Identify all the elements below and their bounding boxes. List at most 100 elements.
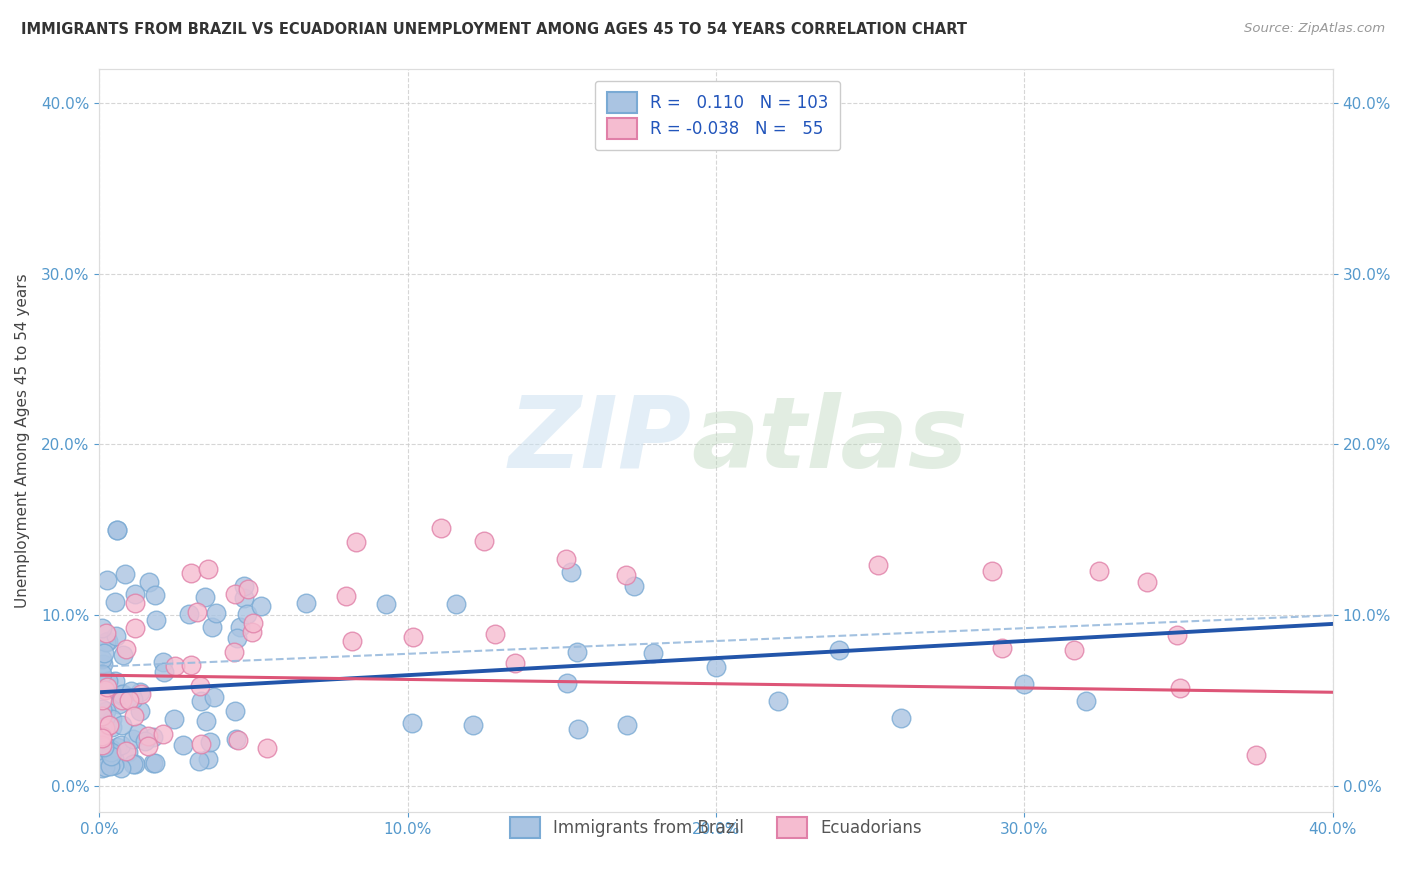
- Point: [1168, 681, 1191, 695]
- Point: [129, 685, 152, 699]
- Point: [97, 673, 120, 688]
- Point: [121, 731, 143, 746]
- Point: [111, 693, 134, 707]
- Point: [93, 657, 115, 671]
- Point: [555, 676, 578, 690]
- Point: [194, 591, 217, 605]
- Point: [142, 756, 165, 771]
- Point: [94, 739, 117, 754]
- Point: [93, 721, 115, 735]
- Point: [93, 747, 115, 761]
- Point: [91, 621, 114, 635]
- Point: [242, 615, 264, 630]
- Text: Source: ZipAtlas.com: Source: ZipAtlas.com: [1244, 22, 1385, 36]
- Point: [96, 574, 118, 588]
- Point: [1166, 627, 1188, 641]
- Point: [200, 734, 222, 748]
- Point: [129, 687, 152, 701]
- Point: [401, 716, 423, 731]
- Point: [1074, 694, 1097, 708]
- Point: [103, 757, 125, 772]
- Point: [91, 720, 114, 734]
- Point: [96, 681, 118, 695]
- Point: [1014, 676, 1036, 690]
- Point: [91, 667, 114, 681]
- Point: [105, 740, 128, 755]
- Point: [101, 720, 124, 734]
- Point: [94, 625, 117, 640]
- Point: [430, 521, 453, 535]
- Point: [991, 640, 1014, 655]
- Point: [91, 739, 114, 753]
- Point: [136, 730, 159, 744]
- Point: [197, 752, 219, 766]
- Point: [163, 712, 186, 726]
- Point: [224, 704, 246, 718]
- Point: [565, 644, 588, 658]
- Point: [91, 674, 114, 689]
- Point: [980, 564, 1002, 578]
- Point: [101, 712, 124, 726]
- Point: [91, 652, 114, 666]
- Point: [91, 720, 114, 734]
- Point: [110, 688, 132, 702]
- Point: [554, 551, 576, 566]
- Point: [104, 673, 127, 688]
- Point: [100, 749, 122, 764]
- Point: [188, 679, 211, 693]
- Point: [238, 582, 260, 596]
- Point: [1063, 643, 1085, 657]
- Point: [124, 756, 146, 771]
- Point: [704, 659, 727, 673]
- Point: [190, 737, 212, 751]
- Text: atlas: atlas: [692, 392, 967, 489]
- Point: [180, 566, 202, 580]
- Point: [91, 747, 114, 761]
- Point: [461, 717, 484, 731]
- Point: [766, 694, 789, 708]
- Point: [110, 739, 132, 753]
- Point: [560, 566, 582, 580]
- Point: [111, 717, 134, 731]
- Point: [138, 574, 160, 589]
- Point: [97, 717, 120, 731]
- Point: [134, 734, 156, 748]
- Point: [105, 629, 128, 643]
- Point: [98, 746, 121, 760]
- Point: [145, 613, 167, 627]
- Point: [484, 627, 506, 641]
- Point: [225, 732, 247, 747]
- Point: [153, 665, 176, 679]
- Point: [129, 704, 152, 718]
- Point: [444, 597, 467, 611]
- Point: [108, 697, 131, 711]
- Point: [91, 729, 114, 743]
- Point: [96, 752, 118, 766]
- Point: [240, 624, 263, 639]
- Point: [152, 727, 174, 741]
- Point: [100, 742, 122, 756]
- Point: [96, 704, 118, 718]
- Y-axis label: Unemployment Among Ages 45 to 54 years: Unemployment Among Ages 45 to 54 years: [15, 273, 30, 607]
- Point: [93, 739, 115, 754]
- Point: [103, 752, 125, 766]
- Point: [375, 597, 398, 611]
- Legend: Immigrants from Brazil, Ecuadorians: Immigrants from Brazil, Ecuadorians: [503, 811, 929, 845]
- Point: [180, 658, 202, 673]
- Point: [121, 757, 143, 772]
- Point: [232, 579, 254, 593]
- Point: [94, 682, 117, 697]
- Point: [890, 711, 912, 725]
- Point: [828, 642, 851, 657]
- Point: [616, 718, 638, 732]
- Point: [152, 655, 174, 669]
- Point: [233, 591, 256, 605]
- Point: [256, 741, 278, 756]
- Point: [114, 566, 136, 581]
- Point: [136, 739, 159, 753]
- Point: [614, 568, 637, 582]
- Point: [98, 759, 121, 773]
- Text: IMMIGRANTS FROM BRAZIL VS ECUADORIAN UNEMPLOYMENT AMONG AGES 45 TO 54 YEARS CORR: IMMIGRANTS FROM BRAZIL VS ECUADORIAN UNE…: [21, 22, 967, 37]
- Point: [120, 684, 142, 698]
- Point: [124, 621, 146, 635]
